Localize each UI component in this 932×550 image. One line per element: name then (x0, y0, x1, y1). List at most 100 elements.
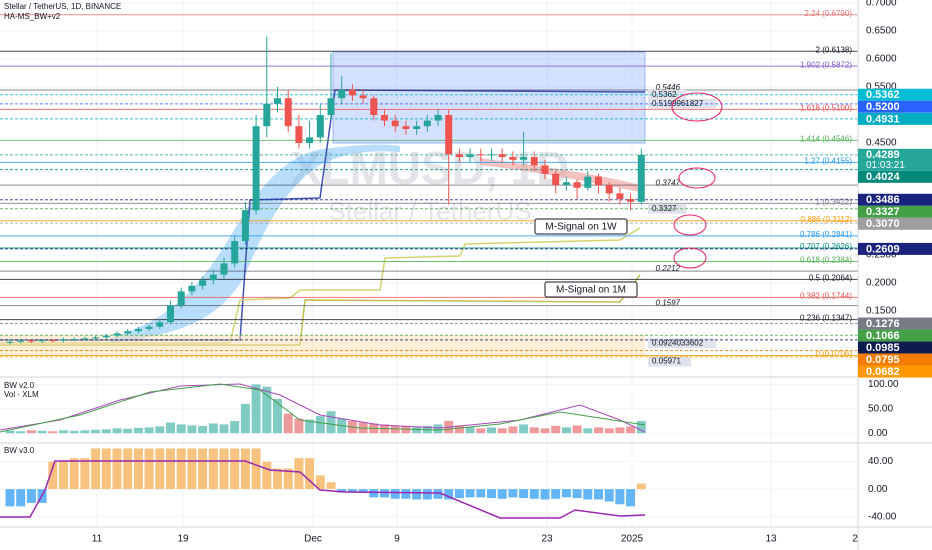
bar (369, 489, 379, 498)
bar (273, 468, 282, 490)
tag-box (648, 356, 691, 367)
bar (16, 431, 26, 434)
bar (347, 489, 357, 493)
price-label: 0.4024 (866, 171, 901, 183)
m-signal-1w (0, 227, 641, 344)
bar (454, 489, 464, 499)
bar (390, 425, 400, 434)
price-label: 0.1276 (866, 318, 900, 330)
bar (283, 468, 293, 490)
bar (294, 458, 304, 490)
bar (508, 489, 518, 498)
candle-body (402, 126, 410, 130)
candle-body (306, 137, 314, 144)
bar (358, 489, 368, 493)
bar (561, 489, 571, 498)
cloud (110, 144, 400, 343)
candle-body (509, 157, 517, 160)
bar (380, 489, 389, 498)
fib-label: 0.886 (0.3112) (801, 215, 853, 224)
fib-label: 0.786 (0.2841) (800, 230, 852, 239)
y-tick-label: 0.7000 (866, 0, 897, 9)
candle-body (423, 120, 431, 127)
bar (433, 489, 443, 499)
bar (101, 448, 111, 490)
candle-body (637, 154, 645, 202)
bar (315, 475, 325, 490)
bar (583, 489, 593, 500)
candle-body (49, 340, 57, 342)
fib-label: 1.414 (0.4546) (800, 135, 852, 144)
bar (326, 482, 336, 490)
bar (594, 489, 603, 500)
candle-body (231, 241, 239, 264)
candle-body (17, 340, 25, 342)
candle-body (413, 126, 421, 130)
candle-body (552, 173, 560, 186)
bar (262, 461, 272, 490)
fib-label: 0.236 (0.1347) (800, 314, 852, 323)
annotation: M-Signal on 1M (556, 285, 626, 296)
candle-body (252, 126, 260, 211)
bar (422, 489, 432, 500)
bar (604, 489, 614, 502)
bar (59, 461, 68, 490)
candle-body (113, 333, 121, 336)
candle-body (6, 341, 14, 343)
bar (59, 430, 68, 434)
candle-body (156, 322, 164, 327)
bar (48, 431, 58, 434)
price-label-box (858, 317, 932, 330)
candle-body (274, 98, 281, 104)
fib-label: 2.24 (0.6790) (804, 9, 852, 18)
candle-body (27, 340, 35, 342)
tag-label: 0.5362 (652, 90, 677, 99)
candle-body (38, 340, 46, 342)
candle-body (359, 95, 367, 99)
fib-label: 0 (0.0706) (816, 350, 853, 359)
candle-body (584, 176, 592, 188)
x-tick-label: 13 (765, 534, 777, 545)
bar (497, 489, 507, 499)
x-tick-label: 11 (92, 534, 103, 545)
bar (133, 427, 143, 434)
bar (551, 425, 561, 434)
y-tick-label: -40.00 (868, 511, 897, 522)
pane-subtitle: Vol · XLM (4, 390, 39, 399)
levels: 2.24 (0.6790) 2 (0.6138) 1.902 (0.5872) 1.6… (0, 9, 858, 367)
candle-body (241, 210, 249, 242)
candle-body (316, 115, 324, 138)
highlight-circle (673, 214, 707, 236)
candle-body (616, 193, 624, 200)
candle-body (595, 176, 602, 186)
bar (454, 425, 464, 434)
bar (305, 419, 315, 434)
bar (166, 422, 175, 434)
bar (337, 489, 347, 493)
bar (187, 448, 197, 490)
bar (176, 448, 186, 490)
bar (112, 428, 122, 434)
candle-body (81, 338, 89, 340)
y-tick-label: 0.2500 (866, 250, 897, 261)
fib-label: 1.27 (0.4155) (804, 156, 852, 165)
price-label: 0.3327 (866, 206, 900, 218)
highlight-circle (673, 247, 707, 269)
candle-body (627, 199, 635, 202)
bar (144, 427, 154, 434)
bar (476, 489, 486, 498)
price-label: 0.3486 (866, 194, 900, 206)
bar (112, 448, 122, 490)
bar (208, 423, 218, 434)
x-tick-label: 9 (394, 534, 400, 545)
y-tick-label: 0.2000 (866, 278, 897, 289)
bar (294, 418, 304, 434)
bar (412, 427, 422, 434)
candle-body (188, 285, 196, 292)
price-label-box (858, 88, 932, 101)
candle-body (263, 103, 271, 127)
candle-body (209, 274, 217, 281)
bar (240, 403, 250, 434)
bar (444, 489, 454, 500)
